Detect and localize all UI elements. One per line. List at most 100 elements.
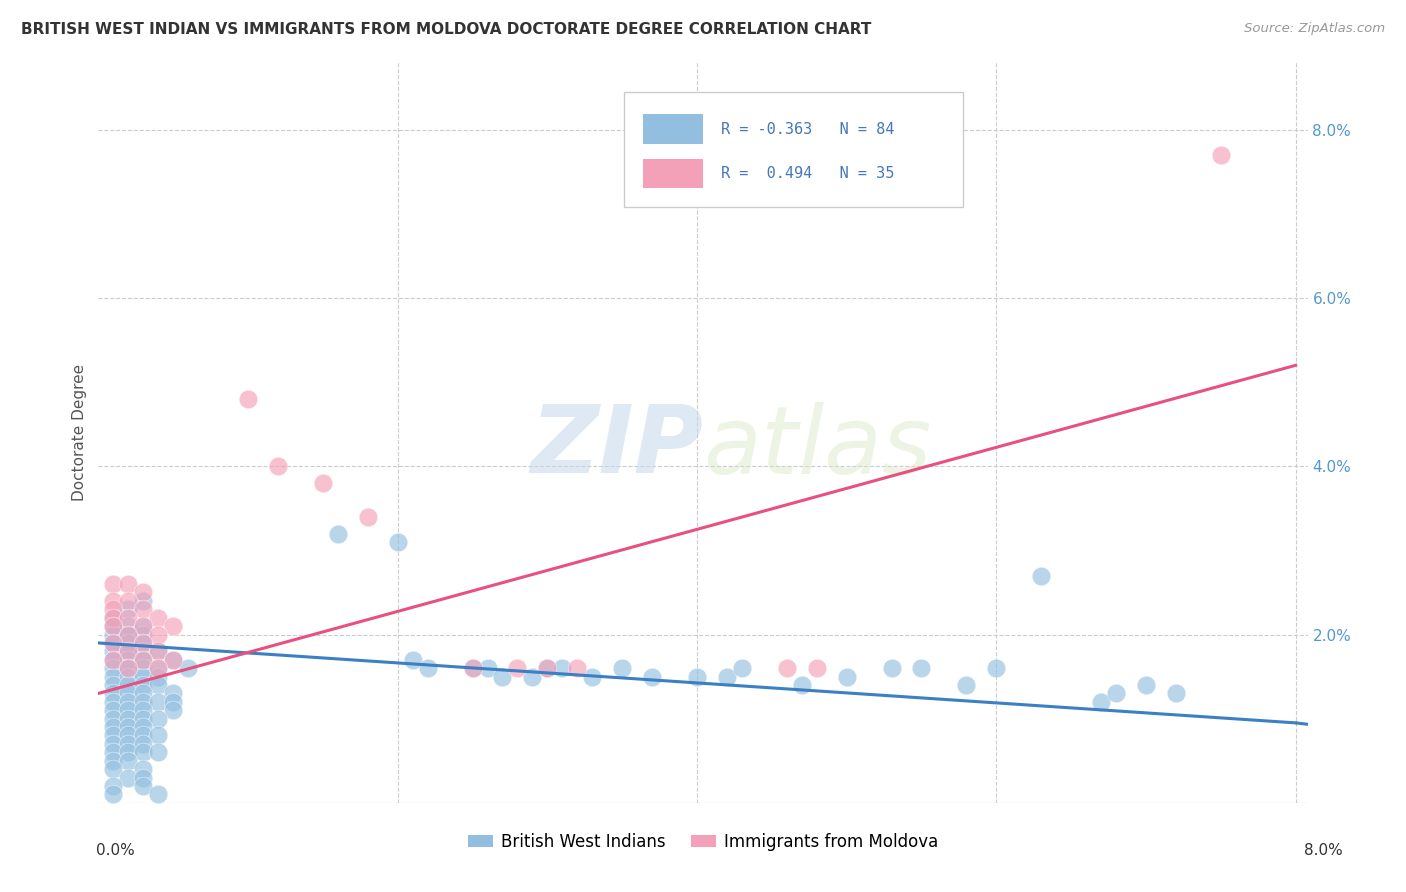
Point: [103, 661, 125, 675]
Point: [132, 619, 155, 633]
Point: [103, 712, 125, 726]
Point: [103, 594, 125, 608]
Point: [880, 661, 903, 675]
Point: [117, 594, 139, 608]
Point: [162, 703, 184, 717]
Point: [103, 762, 125, 776]
Point: [103, 636, 125, 650]
Point: [103, 754, 125, 768]
Point: [536, 661, 558, 675]
Point: [731, 661, 754, 675]
FancyBboxPatch shape: [624, 92, 963, 207]
Point: [162, 653, 184, 667]
Point: [148, 712, 170, 726]
Y-axis label: Doctorate Degree: Doctorate Degree: [72, 364, 87, 501]
Point: [132, 762, 155, 776]
Point: [986, 661, 1008, 675]
Point: [132, 653, 155, 667]
Point: [790, 678, 813, 692]
Point: [806, 661, 828, 675]
FancyBboxPatch shape: [643, 114, 703, 144]
Point: [117, 771, 139, 785]
Point: [117, 712, 139, 726]
Point: [132, 771, 155, 785]
Point: [148, 745, 170, 759]
Point: [132, 729, 155, 743]
Point: [132, 720, 155, 734]
Point: [1105, 686, 1128, 700]
Point: [132, 636, 155, 650]
Point: [103, 703, 125, 717]
Point: [117, 627, 139, 641]
Point: [416, 661, 439, 675]
Point: [132, 737, 155, 751]
Point: [612, 661, 634, 675]
Text: ZIP: ZIP: [530, 401, 703, 493]
Point: [117, 720, 139, 734]
Point: [551, 661, 574, 675]
Point: [910, 661, 932, 675]
Point: [148, 678, 170, 692]
Point: [103, 653, 125, 667]
Point: [103, 737, 125, 751]
Point: [461, 661, 484, 675]
Text: Source: ZipAtlas.com: Source: ZipAtlas.com: [1244, 22, 1385, 36]
Point: [132, 653, 155, 667]
Point: [1135, 678, 1157, 692]
Point: [103, 602, 125, 616]
Point: [522, 670, 544, 684]
Point: [117, 686, 139, 700]
Point: [117, 729, 139, 743]
Point: [103, 670, 125, 684]
Point: [103, 678, 125, 692]
Point: [326, 526, 349, 541]
Point: [312, 476, 335, 491]
Point: [536, 661, 558, 675]
Point: [641, 670, 664, 684]
Point: [117, 745, 139, 759]
Point: [236, 392, 259, 406]
Point: [148, 644, 170, 658]
Point: [117, 670, 139, 684]
Point: [148, 627, 170, 641]
Point: [117, 653, 139, 667]
Point: [103, 720, 125, 734]
Point: [148, 670, 170, 684]
Point: [132, 678, 155, 692]
Point: [117, 619, 139, 633]
Legend: British West Indians, Immigrants from Moldova: British West Indians, Immigrants from Mo…: [461, 826, 945, 857]
Point: [117, 678, 139, 692]
Point: [117, 610, 139, 624]
Text: R =  0.494   N = 35: R = 0.494 N = 35: [721, 166, 894, 181]
Point: [567, 661, 589, 675]
Point: [117, 703, 139, 717]
Point: [103, 619, 125, 633]
Text: 8.0%: 8.0%: [1303, 843, 1343, 858]
Point: [132, 627, 155, 641]
Point: [103, 619, 125, 633]
Point: [148, 695, 170, 709]
Point: [716, 670, 738, 684]
Point: [103, 577, 125, 591]
Point: [148, 661, 170, 675]
Point: [148, 644, 170, 658]
Point: [148, 788, 170, 802]
Point: [387, 535, 409, 549]
Point: [103, 610, 125, 624]
Point: [132, 602, 155, 616]
Text: 0.0%: 0.0%: [96, 843, 135, 858]
Point: [117, 644, 139, 658]
Point: [581, 670, 603, 684]
Point: [117, 695, 139, 709]
Point: [835, 670, 858, 684]
Point: [686, 670, 709, 684]
Point: [132, 636, 155, 650]
Point: [955, 678, 977, 692]
Point: [117, 577, 139, 591]
Point: [162, 686, 184, 700]
Point: [117, 661, 139, 675]
Point: [1031, 568, 1053, 582]
Point: [117, 737, 139, 751]
Point: [1164, 686, 1187, 700]
Point: [103, 695, 125, 709]
